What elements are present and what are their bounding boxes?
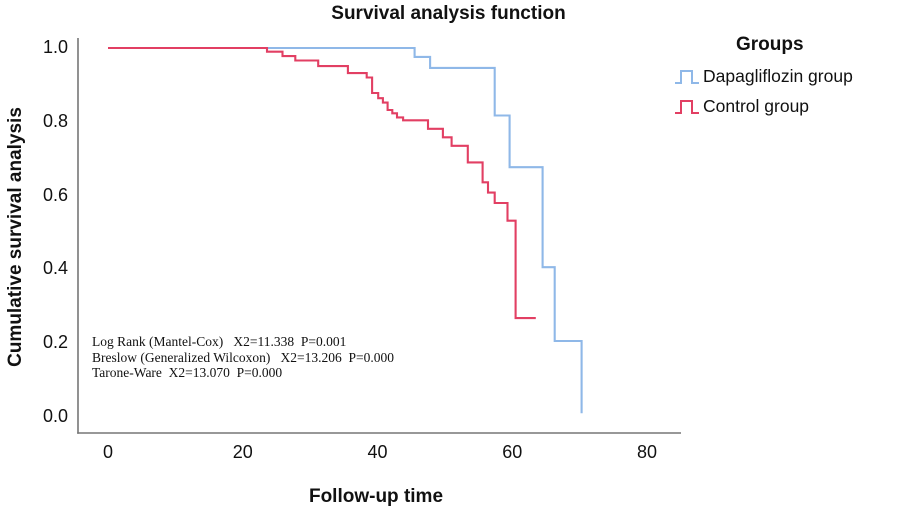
y-tick-label: 0.4 (42, 258, 68, 279)
x-axis-title: Follow-up time (308, 486, 444, 507)
legend-title: Groups (736, 34, 804, 55)
chart-title: Survival analysis function (331, 3, 566, 24)
survival-curve-dapagliflozin-group (108, 46, 583, 414)
y-tick-label: 0.2 (42, 332, 68, 353)
survival-curves (108, 46, 583, 414)
legend-item-label: Control group (703, 96, 810, 116)
legend-item-label: Dapagliflozin group (703, 66, 853, 86)
legend-item: Control group (674, 96, 897, 117)
statistics-annotation: Log Rank (Mantel-Cox) X2=11.338 P=0.001 B… (92, 334, 394, 381)
statistics-line: Breslow (Generalized Wilcoxon) X2=13.206… (92, 349, 395, 365)
x-tick-label: 0 (102, 442, 113, 462)
x-tick-label: 80 (636, 442, 658, 462)
statistics-line: Tarone-Ware X2=13.070 P=0.000 (92, 365, 283, 380)
y-tick-label: 1.0 (42, 37, 68, 57)
statistics-line: Log Rank (Mantel-Cox) X2=11.338 P=0.001 (92, 334, 347, 349)
survival-curve-control-group (108, 46, 536, 320)
y-tick-label: 0.6 (42, 184, 68, 205)
legend-item: Dapagliflozin group (674, 66, 897, 87)
legend-step-line-icon (675, 100, 699, 114)
legend-items: Dapagliflozin group Control group (674, 66, 897, 117)
y-tick-label: 0.0 (42, 406, 68, 426)
y-tick-label: 0.8 (42, 110, 68, 131)
x-tick-label: 60 (502, 442, 523, 462)
legend-step-line-icon (675, 70, 699, 84)
x-tick-label: 20 (232, 442, 253, 462)
x-tick-label: 40 (367, 442, 388, 462)
legend: Groups Dapagliflozin group Control group (674, 34, 897, 126)
